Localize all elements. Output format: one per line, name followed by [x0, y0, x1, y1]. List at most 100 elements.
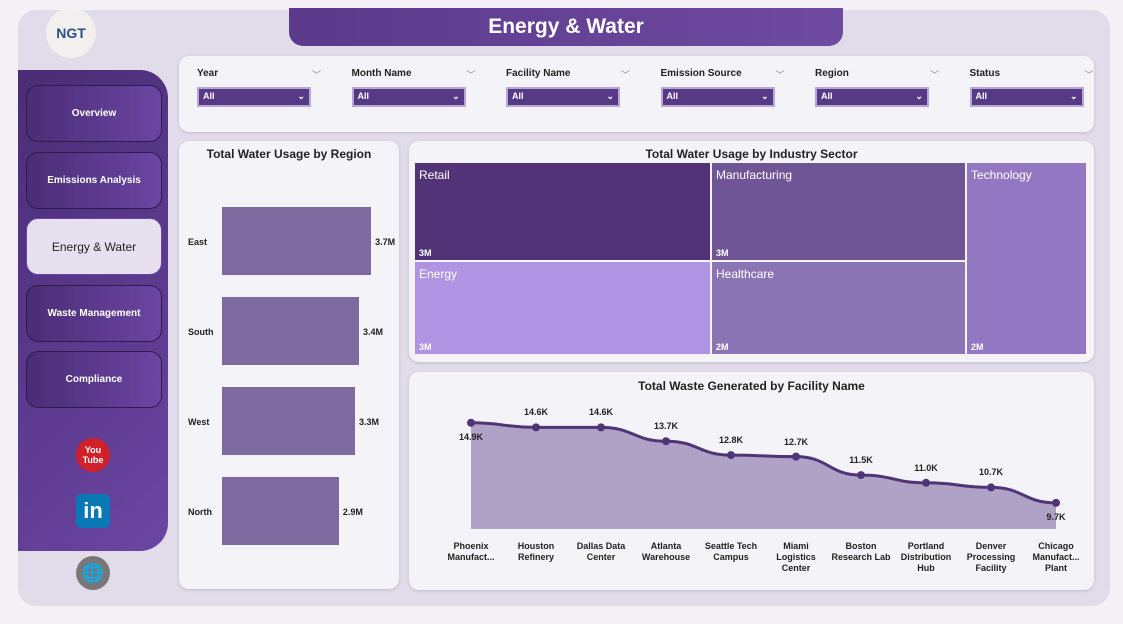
filter-label: Region — [815, 68, 849, 79]
bar-north[interactable] — [222, 477, 339, 545]
data-label: 12.8K — [718, 435, 744, 446]
ngt-logo: NGT — [46, 8, 96, 58]
bar-category-label: North — [188, 507, 212, 517]
nav-label: Overview — [71, 108, 117, 119]
tile-label: Retail — [419, 168, 450, 182]
filter-dropdown[interactable]: All ⌄ — [969, 87, 1084, 107]
filter-label: Year — [197, 68, 219, 79]
tile-label: Energy — [419, 267, 458, 281]
data-label: 14.6K — [523, 407, 549, 418]
filter-dropdown[interactable]: All ⌄ — [815, 87, 929, 107]
data-point[interactable] — [727, 451, 735, 460]
x-axis-label: Atlanta Warehouse — [641, 541, 691, 562]
x-axis-label: Chicago Manufact... Plant — [1032, 541, 1080, 573]
filter-month-name: Month Name ﹀ All ⌄ — [351, 68, 476, 107]
treemap-tile-healthcare[interactable]: Healthcare 2M — [712, 262, 965, 354]
tile-value: 3M — [716, 248, 729, 258]
chevron-down-icon: ⌄ — [297, 91, 305, 101]
data-point[interactable] — [1052, 498, 1060, 507]
area-fill — [471, 422, 1056, 529]
bar-south[interactable] — [222, 297, 360, 365]
tile-value: 2M — [971, 342, 984, 352]
data-point[interactable] — [987, 483, 995, 492]
nav-emissions-analysis[interactable]: Emissions Analysis — [26, 151, 162, 209]
chevron-down-icon[interactable]: ﹀ — [311, 70, 321, 80]
filter-year: Year ﹀ All ⌄ — [197, 68, 321, 107]
data-point[interactable] — [532, 423, 540, 432]
nav-label: Waste Management — [47, 307, 141, 319]
data-point[interactable] — [467, 418, 475, 427]
filter-label: Status — [969, 68, 1001, 79]
filter-region: Region ﹀ All ⌄ — [815, 68, 939, 107]
data-point[interactable] — [792, 452, 800, 461]
data-point[interactable] — [857, 471, 865, 480]
filter-label: Month Name — [351, 68, 412, 79]
chevron-down-icon[interactable]: ﹀ — [620, 70, 630, 80]
treemap-tile-manufacturing[interactable]: Manufacturing 3M — [712, 163, 965, 260]
linkedin-icon[interactable]: in — [76, 494, 110, 528]
filter-facility-name: Facility Name ﹀ All ⌄ — [506, 68, 630, 107]
x-axis-label: Phoenix Manufact... — [447, 541, 495, 562]
nav-overview[interactable]: Overview — [26, 85, 162, 142]
treemap-tile-energy[interactable]: Energy 3M — [415, 262, 710, 354]
filter-value: All — [666, 91, 679, 101]
chevron-down-icon: ⌄ — [760, 91, 769, 101]
filter-emission-source: Emission Source ﹀ All ⌄ — [660, 68, 785, 107]
bar-west[interactable] — [222, 387, 355, 455]
x-axis-label: Denver Processing Facility — [966, 541, 1016, 573]
data-point[interactable] — [922, 478, 930, 487]
data-label: 10.7K — [978, 467, 1004, 478]
tile-value: 2M — [716, 342, 729, 352]
chevron-down-icon[interactable]: ﹀ — [929, 70, 939, 80]
chevron-down-icon: ⌄ — [915, 91, 923, 101]
chevron-down-icon[interactable]: ﹀ — [1084, 70, 1094, 80]
nav-waste-management[interactable]: Waste Management — [26, 284, 162, 342]
nav-label: Emissions Analysis — [47, 174, 141, 186]
website-globe-icon[interactable]: 🌐 — [76, 556, 110, 590]
data-label: 11.5K — [849, 455, 873, 466]
bar-category-label: East — [188, 237, 208, 247]
filter-value: All — [203, 91, 215, 101]
chevron-down-icon: ⌄ — [451, 91, 460, 101]
tile-value: 3M — [419, 248, 432, 258]
treemap-tile-technology[interactable]: Technology 2M — [967, 163, 1086, 354]
x-axis-label: Seattle Tech Campus — [704, 541, 758, 562]
data-point[interactable] — [662, 437, 670, 446]
chevron-down-icon: ⌄ — [1069, 91, 1078, 101]
data-label: 12.7K — [783, 436, 809, 447]
filter-dropdown[interactable]: All ⌄ — [351, 87, 466, 107]
tile-label: Manufacturing — [716, 168, 793, 182]
filter-dropdown[interactable]: All ⌄ — [197, 87, 311, 107]
page-title: Energy & Water — [289, 8, 843, 46]
youtube-icon[interactable]: You Tube — [76, 438, 110, 472]
filter-value: All — [357, 91, 370, 101]
tile-label: Technology — [971, 168, 1032, 182]
filter-panel — [179, 56, 1094, 132]
chevron-down-icon[interactable]: ﹀ — [466, 70, 476, 80]
bar-category-label: South — [188, 327, 214, 337]
treemap-tile-retail[interactable]: Retail 3M — [415, 163, 710, 260]
filter-value: All — [821, 91, 833, 101]
bar-east[interactable] — [222, 207, 372, 275]
data-label: 14.6K — [588, 407, 614, 418]
data-point[interactable] — [597, 423, 605, 432]
bar-value-label: 3.4M — [363, 327, 384, 337]
filter-label: Facility Name — [506, 68, 571, 79]
tile-label: Healthcare — [716, 267, 775, 281]
filter-dropdown[interactable]: All ⌄ — [660, 87, 775, 107]
filter-dropdown[interactable]: All ⌄ — [506, 87, 620, 107]
data-label: 13.7K — [653, 421, 679, 432]
data-label: 11.0K — [914, 462, 938, 473]
data-label: 9.7K — [1046, 511, 1066, 522]
chevron-down-icon[interactable]: ﹀ — [775, 70, 785, 80]
nav-label: Compliance — [65, 374, 123, 385]
chart-title: Total Water Usage by Region — [206, 147, 372, 161]
x-axis-label: Miami Logistics Center — [776, 541, 816, 573]
nav-energy-water[interactable]: Energy & Water — [26, 218, 162, 275]
filter-label: Emission Source — [660, 68, 742, 79]
nav-compliance[interactable]: Compliance — [26, 351, 162, 408]
bar-value-label: 2.9M — [342, 507, 363, 517]
nav-label: Energy & Water — [51, 239, 137, 254]
filter-value: All — [975, 91, 988, 101]
